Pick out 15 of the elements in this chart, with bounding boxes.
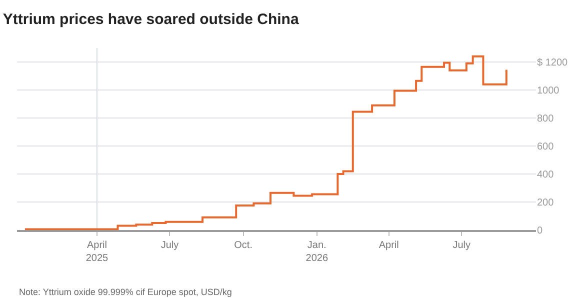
- y-tick-label: 1000: [537, 86, 560, 96]
- y-tick-label: 0: [537, 226, 543, 236]
- y-tick-label: 800: [537, 114, 554, 124]
- x-tick-label: April 2025: [86, 240, 109, 264]
- y-tick-label: 400: [537, 170, 554, 180]
- chart-title: Yttrium prices have soared outside China: [2, 10, 300, 28]
- x-tick-label: July: [160, 240, 179, 251]
- x-tick-label: April: [378, 240, 399, 251]
- x-tick-label: Jan. 2026: [306, 240, 328, 264]
- x-tick-label: Oct.: [234, 240, 252, 251]
- y-tick-label: $ 1200: [537, 58, 568, 68]
- x-tick-label: July: [452, 240, 471, 251]
- y-tick-label: 200: [537, 198, 554, 208]
- text: Note: Yttrium oxide 99.999% cif Europe spot, USD/kg: [19, 287, 232, 297]
- y-tick-label: 600: [537, 142, 554, 152]
